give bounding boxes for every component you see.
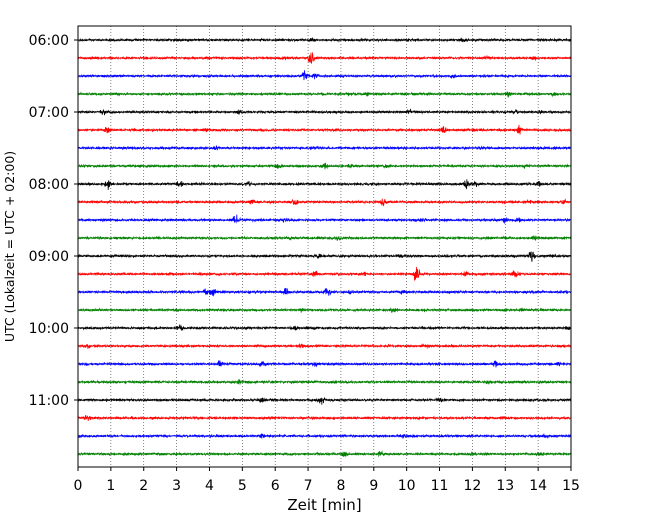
x-tick-label-7: 7 [304, 478, 313, 494]
x-tick-label-4: 4 [205, 478, 214, 494]
trace-1145 [77, 450, 572, 458]
trace-0815 [77, 198, 572, 207]
trace-1100 [77, 396, 572, 405]
y-tick-label-3: 09:00 [29, 249, 69, 265]
y-tick-label-5: 11:00 [29, 393, 69, 409]
x-tick-label-3: 3 [172, 478, 181, 494]
trace-lines [77, 36, 572, 458]
trace-0715 [77, 124, 572, 135]
trace-1130 [77, 432, 572, 440]
trace-1115 [77, 414, 572, 421]
x-tick-label-13: 13 [496, 478, 514, 494]
trace-0945 [77, 307, 572, 313]
x-axis: 0 1 2 3 4 5 6 7 8 9 10 11 12 13 14 15 [74, 467, 580, 494]
y-tick-label-1: 07:00 [29, 105, 69, 121]
x-tick-label-0: 0 [74, 478, 83, 494]
trace-0645 [77, 91, 572, 98]
x-tick-label-1: 1 [106, 478, 115, 494]
x-tick-label-5: 5 [238, 478, 247, 494]
x-tick-label-15: 15 [562, 478, 580, 494]
x-tick-label-11: 11 [431, 478, 449, 494]
trace-0700 [77, 108, 572, 116]
trace-0800 [77, 179, 572, 190]
trace-1045 [77, 379, 572, 385]
trace-0615 [77, 52, 572, 64]
y-axis: 06:00 07:00 08:00 09:00 10:00 11:00 [29, 33, 78, 409]
x-axis-label: Zeit [min] [287, 496, 361, 514]
trace-1030 [77, 359, 572, 368]
trace-0900 [77, 251, 572, 262]
x-tick-label-12: 12 [463, 478, 481, 494]
y-tick-label-2: 08:00 [29, 177, 69, 193]
x-tick-label-14: 14 [529, 478, 547, 494]
y-tick-label-0: 06:00 [29, 33, 69, 49]
x-tick-label-6: 6 [271, 478, 280, 494]
trace-0600 [77, 36, 572, 43]
trace-0845 [77, 235, 572, 241]
x-tick-label-9: 9 [369, 478, 378, 494]
y-axis-label: UTC (Lokalzeit = UTC + 02:00) [2, 151, 17, 342]
trace-1000 [77, 323, 572, 331]
trace-0830 [77, 214, 572, 224]
x-tick-label-10: 10 [398, 478, 416, 494]
x-tick-label-8: 8 [336, 478, 345, 494]
trace-0915 [77, 266, 572, 282]
y-tick-label-4: 10:00 [29, 321, 69, 337]
trace-1015 [77, 342, 572, 349]
trace-0630 [77, 70, 572, 81]
plot-frame [77, 25, 572, 468]
trace-0930 [77, 287, 572, 297]
trace-0730 [77, 145, 572, 151]
trace-0745 [77, 162, 572, 170]
x-tick-label-2: 2 [139, 478, 148, 494]
